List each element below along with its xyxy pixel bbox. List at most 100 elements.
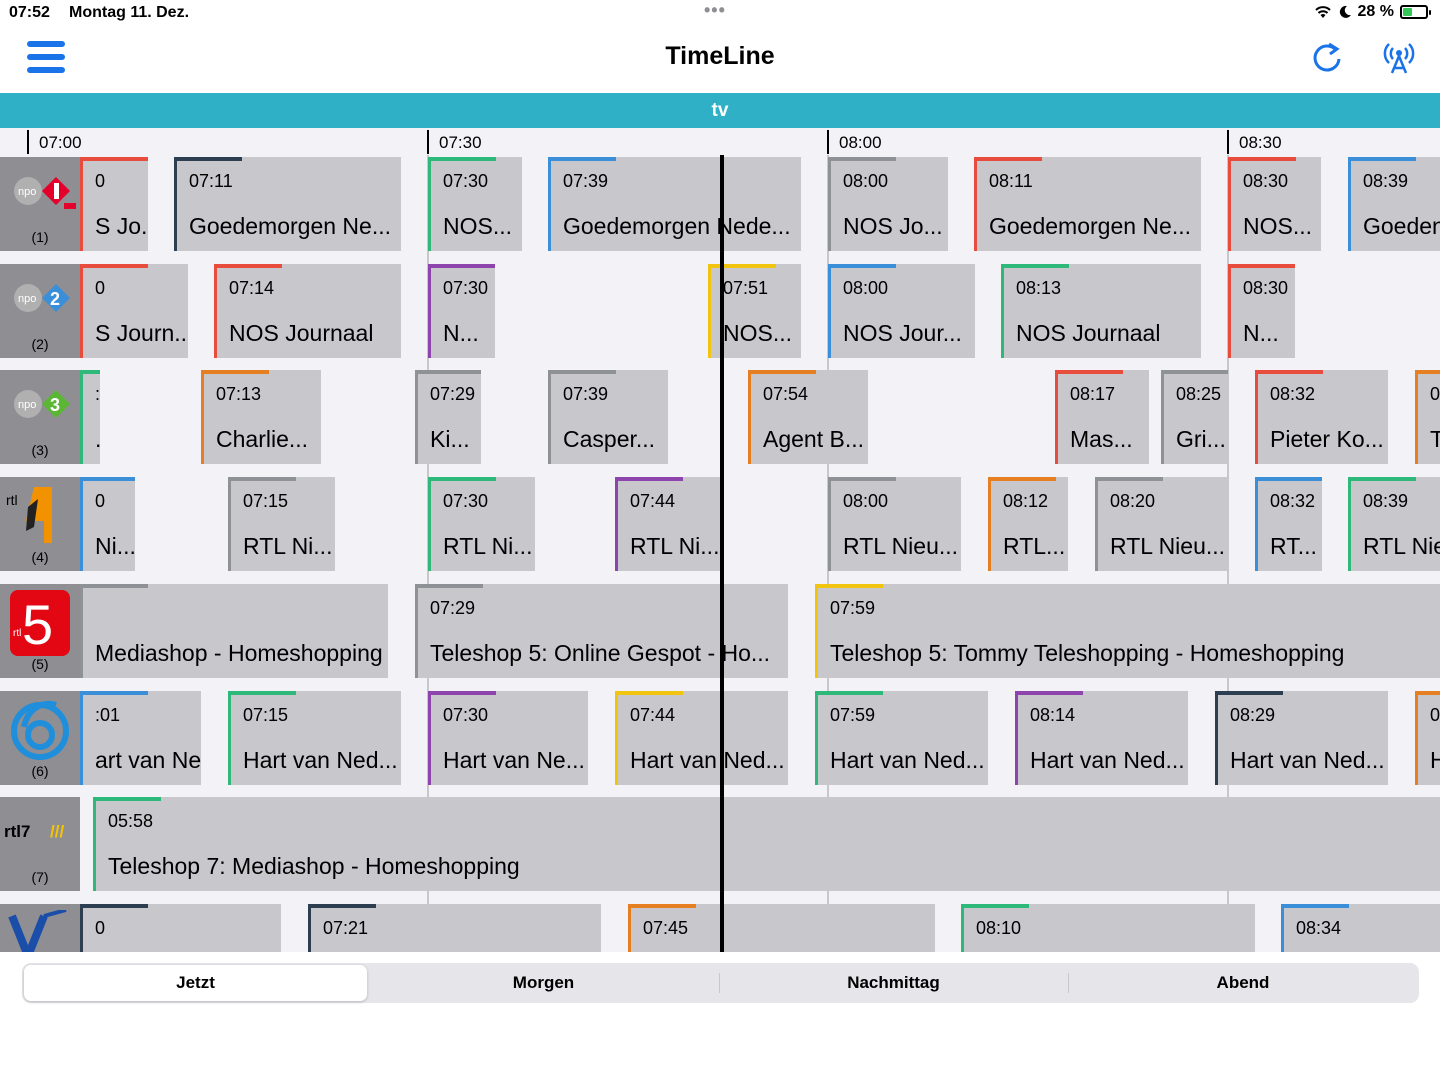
program-cell[interactable]: 07:59 Teleshop 5: Tommy Teleshopping - Ho… — [815, 584, 1440, 678]
channel-logo-box[interactable]: npo (1) — [0, 157, 80, 251]
sbs6-logo — [11, 700, 69, 760]
category-band: tv — [0, 93, 1440, 128]
program-cell[interactable]: 0 S Jo... — [80, 157, 148, 251]
program-cell[interactable]: 07:44 RTL Ni... — [615, 477, 721, 571]
program-color-bar — [204, 370, 269, 374]
channel-logo-box[interactable]: rtl (4) — [0, 477, 80, 571]
program-cell[interactable]: 07:15 Hart van Ned... — [228, 691, 401, 785]
program-cell[interactable]: 0 S Journ... — [80, 264, 188, 358]
program-time: 0 — [1430, 705, 1440, 725]
channel-number: (5) — [31, 656, 49, 672]
program-color-bar — [818, 584, 883, 588]
program-cell[interactable]: 07:30 Hart van Ne... — [428, 691, 588, 785]
program-cell[interactable]: 07:30 N... — [428, 264, 495, 358]
program-cell[interactable]: 07:15 RTL Ni... — [228, 477, 335, 571]
program-cell[interactable]: :01... — [80, 370, 100, 464]
program-cell[interactable]: 07:39 Casper... — [548, 370, 668, 464]
program-color-bar — [83, 904, 148, 908]
channel-logo-box[interactable] — [0, 904, 80, 952]
channel-logo-box[interactable]: npo 2 (2) — [0, 264, 80, 358]
program-cell[interactable]: 07:29 Ki... — [415, 370, 481, 464]
channel-logo-box[interactable]: (6) — [0, 691, 80, 785]
program-cell[interactable]: 08:32 Pieter Ko... — [1255, 370, 1388, 464]
navigation-bar: TimeLine — [0, 28, 1440, 93]
program-cell[interactable]: 08:00 NOS Jour... — [828, 264, 975, 358]
program-color-bar — [83, 370, 100, 374]
program-color-bar — [431, 477, 496, 481]
program-title: S Jo... — [95, 213, 148, 239]
program-cell[interactable]: 08:14 Hart van Ned... — [1015, 691, 1188, 785]
program-cell[interactable]: 08:00 RTL Nieu... — [828, 477, 961, 571]
tick-label: 07:30 — [439, 133, 482, 152]
channel-number: (1) — [31, 229, 49, 245]
program-title: NOS... — [723, 320, 793, 346]
program-time: 07:30 — [443, 278, 489, 298]
program-cell[interactable]: 0H — [1415, 691, 1440, 785]
program-cell[interactable]: 0 Ni... — [80, 477, 135, 571]
program-cell[interactable]: 0T — [1415, 370, 1440, 464]
tab-morgen[interactable]: Morgen — [512, 973, 575, 992]
status-indicators: 28 % — [1314, 3, 1431, 21]
tab-nachmittag[interactable]: Nachmittag — [847, 973, 940, 992]
channel-logo-box[interactable]: 5 rtl (5) — [0, 584, 80, 678]
program-color-bar — [551, 157, 616, 161]
program-title: Goeden — [1363, 213, 1440, 239]
program-color-bar — [431, 691, 496, 695]
program-time: 08:25 — [1176, 384, 1222, 404]
program-cell[interactable]: 07:13 Charlie... — [201, 370, 321, 464]
program-cell[interactable]: 08:11 Goedemorgen Ne... — [974, 157, 1201, 251]
program-cell[interactable]: 08:20 RTL Nieu... — [1095, 477, 1228, 571]
program-cell[interactable]: 08:17 Mas... — [1055, 370, 1149, 464]
program-cell[interactable]: 08:34 — [1281, 904, 1440, 952]
program-title: Hart van Ned... — [1230, 747, 1385, 773]
refresh-icon[interactable] — [1307, 38, 1347, 78]
tab-jetzt[interactable]: Jetzt — [24, 965, 367, 1001]
program-cell[interactable]: 08:25 Gri... — [1161, 370, 1228, 464]
program-cell[interactable]: 07:30 RTL Ni... — [428, 477, 535, 571]
program-cell[interactable]: 08:10 — [961, 904, 1255, 952]
svg-text:rtl7: rtl7 — [4, 822, 30, 841]
program-color-bar — [831, 264, 896, 268]
program-cell[interactable]: 07:11 Goedemorgen Ne... — [174, 157, 401, 251]
program-cell[interactable]: 07:39 Goedemorgen Nede... — [548, 157, 801, 251]
program-cell[interactable]: 08:29 Hart van Ned... — [1215, 691, 1388, 785]
tab-abend[interactable]: Abend — [1216, 973, 1270, 992]
program-title: T — [1430, 426, 1440, 453]
program-cell[interactable]: 07:45 — [628, 904, 935, 952]
antenna-icon[interactable] — [1379, 38, 1419, 78]
program-cell[interactable]: 08:30 N... — [1228, 264, 1295, 358]
program-cell[interactable]: 07:21 — [308, 904, 601, 952]
channel-logo-box[interactable]: rtl7 /// (7) — [0, 797, 80, 891]
channel-logo-box[interactable]: npo 3 (3) — [0, 370, 80, 464]
program-cell[interactable]: 07:30 NOS... — [428, 157, 522, 251]
status-time: 07:52 — [9, 4, 50, 21]
svg-text:npo: npo — [18, 399, 36, 411]
program-cell[interactable]: 07:59 Hart van Ned... — [815, 691, 988, 785]
program-color-bar — [831, 477, 896, 481]
program-cell[interactable]: 07:54 Agent B... — [748, 370, 868, 464]
program-cell[interactable]: 07:29 Teleshop 5: Online Gespot - Ho... — [415, 584, 788, 678]
program-cell[interactable]: 08:39 Goeden — [1348, 157, 1440, 251]
program-cell[interactable]: 08:30 NOS... — [1228, 157, 1321, 251]
svg-text:npo: npo — [18, 293, 36, 305]
program-cell[interactable]: 0 — [80, 904, 281, 952]
program-title: RTL Ni... — [630, 533, 720, 559]
program-cell[interactable]: 08:13 NOS Journaal — [1001, 264, 1201, 358]
program-title: Ki... — [430, 426, 470, 452]
program-cell[interactable]: 08:00 NOS Jo... — [828, 157, 948, 251]
program-cell[interactable]: Mediashop - Homeshopping — [80, 584, 388, 678]
multitasking-dots[interactable]: ••• — [704, 0, 726, 20]
program-cell[interactable]: 07:14 NOS Journaal — [214, 264, 401, 358]
channel-row: :01 art van Ne... 07:15 Hart van Ned... 07:3… — [0, 691, 1440, 785]
program-cell[interactable]: 08:12 RTL... — [988, 477, 1068, 571]
rtl4-logo: rtl — [6, 487, 52, 543]
program-cell[interactable]: 08:39 RTL Nie — [1348, 477, 1440, 571]
program-color-bar — [1258, 477, 1322, 481]
program-cell[interactable]: 08:32 RT... — [1255, 477, 1322, 571]
program-cell[interactable]: 05:58 Teleshop 7: Mediashop - Homeshoppin… — [93, 797, 1440, 891]
program-time: 08:12 — [1003, 491, 1049, 511]
program-cell[interactable]: :01 art van Ne... — [80, 691, 201, 785]
hamburger-icon[interactable] — [27, 41, 65, 77]
program-cell[interactable]: 07:44 Hart van Ned... — [615, 691, 788, 785]
